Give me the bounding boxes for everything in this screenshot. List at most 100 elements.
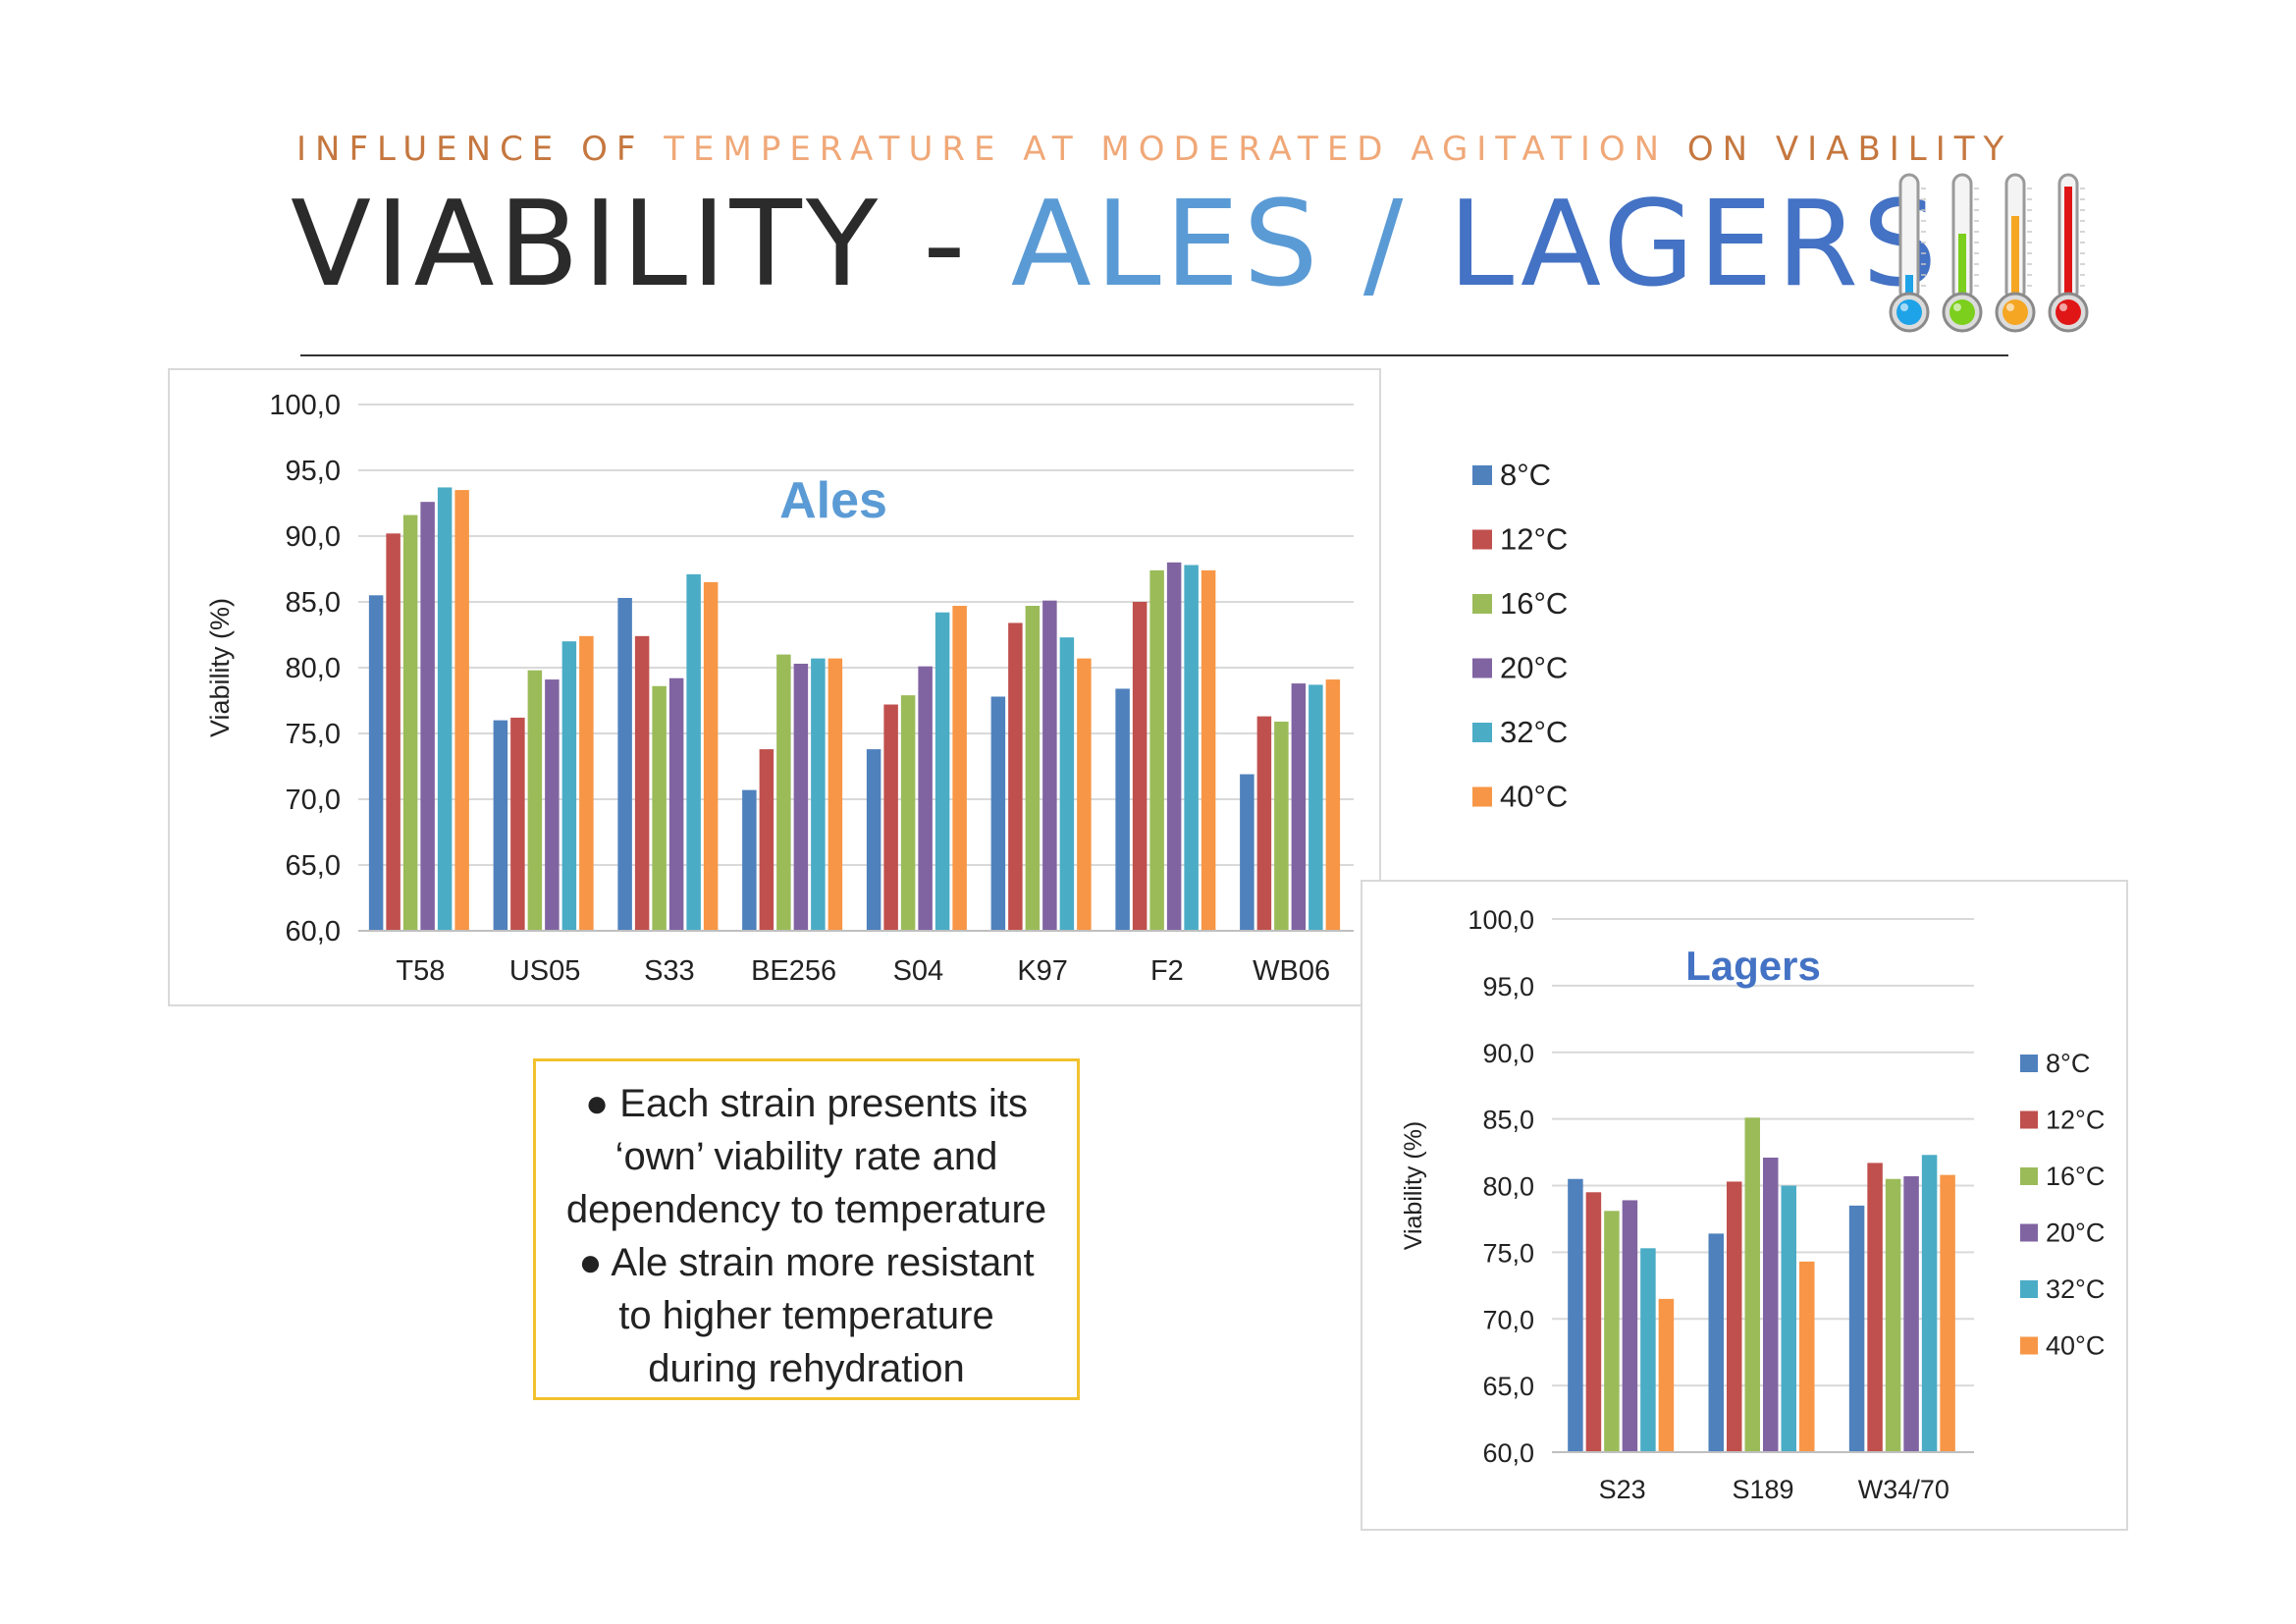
chart-title: Lagers — [1685, 943, 1821, 989]
legend-swatch — [2020, 1223, 2038, 1242]
legend-swatch — [1472, 786, 1492, 807]
bar — [1042, 600, 1057, 931]
ales-chart: 60,0 65,0 70,0 75,0 80,0 85,0 90,0 95,0 100,0 Via… — [205, 390, 1354, 987]
thermometer-highlight — [2006, 303, 2014, 311]
bar — [1274, 721, 1289, 931]
x-category-label: US05 — [509, 955, 581, 987]
bar — [1568, 1178, 1583, 1452]
bar — [1325, 679, 1341, 931]
bar — [900, 695, 916, 931]
legend-label: 20°C — [1500, 651, 1568, 685]
bar — [1727, 1181, 1742, 1452]
legend-label: 32°C — [1500, 715, 1568, 749]
x-category-label: W34/70 — [1858, 1475, 1949, 1504]
x-category-label: WB06 — [1253, 955, 1330, 987]
subtitle-part: ON VIABILITY — [1686, 130, 2013, 169]
subtitle-part: INFLUENCE OF — [296, 130, 665, 169]
y-tick-label: 95,0 — [286, 456, 341, 487]
bar — [1640, 1248, 1656, 1452]
y-tick-label: 85,0 — [1482, 1106, 1534, 1135]
legend-label: 12°C — [2046, 1106, 2105, 1135]
bar — [686, 573, 701, 931]
note-line: to higher temperature — [618, 1294, 994, 1337]
x-category-label: K97 — [1017, 955, 1068, 987]
legend-label: 16°C — [1500, 586, 1568, 621]
bar — [952, 606, 967, 931]
key-findings-note: ● Each strain presents its ‘own’ viabili… — [533, 1058, 1080, 1400]
bar — [386, 533, 400, 931]
y-tick-label: 80,0 — [286, 653, 341, 684]
lagers-chart-panel: 8°C 12°C 16°C 20°C 32°C 40°C 60,0 65,0 70,0 75,0 8… — [1361, 880, 2128, 1531]
bar — [437, 487, 453, 931]
legend-swatch — [2020, 1336, 2038, 1355]
bar — [759, 749, 774, 931]
legend-label: 20°C — [2046, 1218, 2105, 1248]
bar — [402, 514, 418, 931]
y-tick-label: 75,0 — [1482, 1238, 1534, 1268]
bar — [811, 658, 826, 931]
bar — [1025, 606, 1041, 931]
x-category-label: S189 — [1732, 1475, 1793, 1504]
x-category-label: T58 — [396, 955, 445, 987]
bar — [634, 635, 650, 931]
bar — [1585, 1192, 1602, 1452]
thermometer-highlight — [2059, 303, 2067, 311]
thermometer-bulb — [2056, 299, 2081, 325]
legend-swatch — [1472, 658, 1492, 678]
x-category-label: S04 — [893, 955, 944, 987]
bar — [510, 717, 525, 931]
note-line: during rehydration — [648, 1347, 965, 1390]
chart-title: Ales — [779, 472, 887, 529]
bar — [866, 749, 881, 931]
legend-swatch — [2020, 1280, 2038, 1298]
bar — [1115, 688, 1130, 931]
legend-swatch — [1472, 529, 1492, 550]
x-category-label: S33 — [644, 955, 695, 987]
bar — [1744, 1117, 1760, 1452]
bar — [1059, 637, 1075, 931]
bar — [1184, 565, 1199, 931]
y-tick-label: 100,0 — [1468, 905, 1534, 935]
bar — [527, 670, 543, 931]
y-tick-label: 95,0 — [1482, 972, 1534, 1001]
bar — [1903, 1175, 1919, 1452]
y-tick-label: 80,0 — [1482, 1172, 1534, 1202]
thermometer-highlight — [1900, 303, 1908, 311]
y-tick-label: 60,0 — [286, 916, 341, 947]
y-tick-label: 65,0 — [286, 850, 341, 882]
bar — [1149, 569, 1164, 931]
legend-swatch — [2020, 1167, 2038, 1185]
y-axis-label: Viability (%) — [1400, 1121, 1427, 1251]
lagers-chart: 8°C 12°C 16°C 20°C 32°C 40°C 60,0 65,0 70,0 75,0 8… — [1400, 905, 2105, 1504]
bar — [1077, 658, 1092, 931]
bar — [918, 666, 933, 931]
x-category-label: S23 — [1599, 1475, 1646, 1504]
bar — [579, 635, 594, 931]
bar — [652, 685, 667, 931]
bar — [561, 641, 577, 931]
ales-chart-panel: 60,0 65,0 70,0 75,0 80,0 85,0 90,0 95,0 100,0 Via… — [168, 368, 1381, 1006]
bar — [1604, 1211, 1620, 1452]
title-part: ALES / — [1010, 177, 1449, 313]
bar — [1622, 1200, 1638, 1452]
y-tick-label: 70,0 — [1482, 1305, 1534, 1334]
bar — [368, 595, 384, 931]
bar — [617, 597, 632, 931]
subtitle-part: TEMPERATURE AT MODERATED AGITATION — [664, 130, 1687, 169]
legend-swatch — [1472, 465, 1492, 485]
thermometer-bulb — [1949, 299, 1975, 325]
legend-label: 32°C — [2046, 1274, 2105, 1304]
bar — [1008, 623, 1023, 931]
bar — [1940, 1174, 1955, 1452]
note-line: dependency to temperature — [565, 1188, 1047, 1231]
bar — [1921, 1155, 1938, 1452]
note-line: ‘own’ viability rate and — [614, 1135, 998, 1178]
x-category-label: F2 — [1150, 955, 1184, 987]
thermometer-fill — [2064, 187, 2072, 298]
bar — [934, 612, 950, 931]
bar — [493, 720, 508, 931]
bar — [776, 654, 791, 931]
legend-swatch — [2020, 1055, 2038, 1072]
bar — [1308, 684, 1323, 931]
y-tick-label: 90,0 — [1482, 1039, 1534, 1068]
